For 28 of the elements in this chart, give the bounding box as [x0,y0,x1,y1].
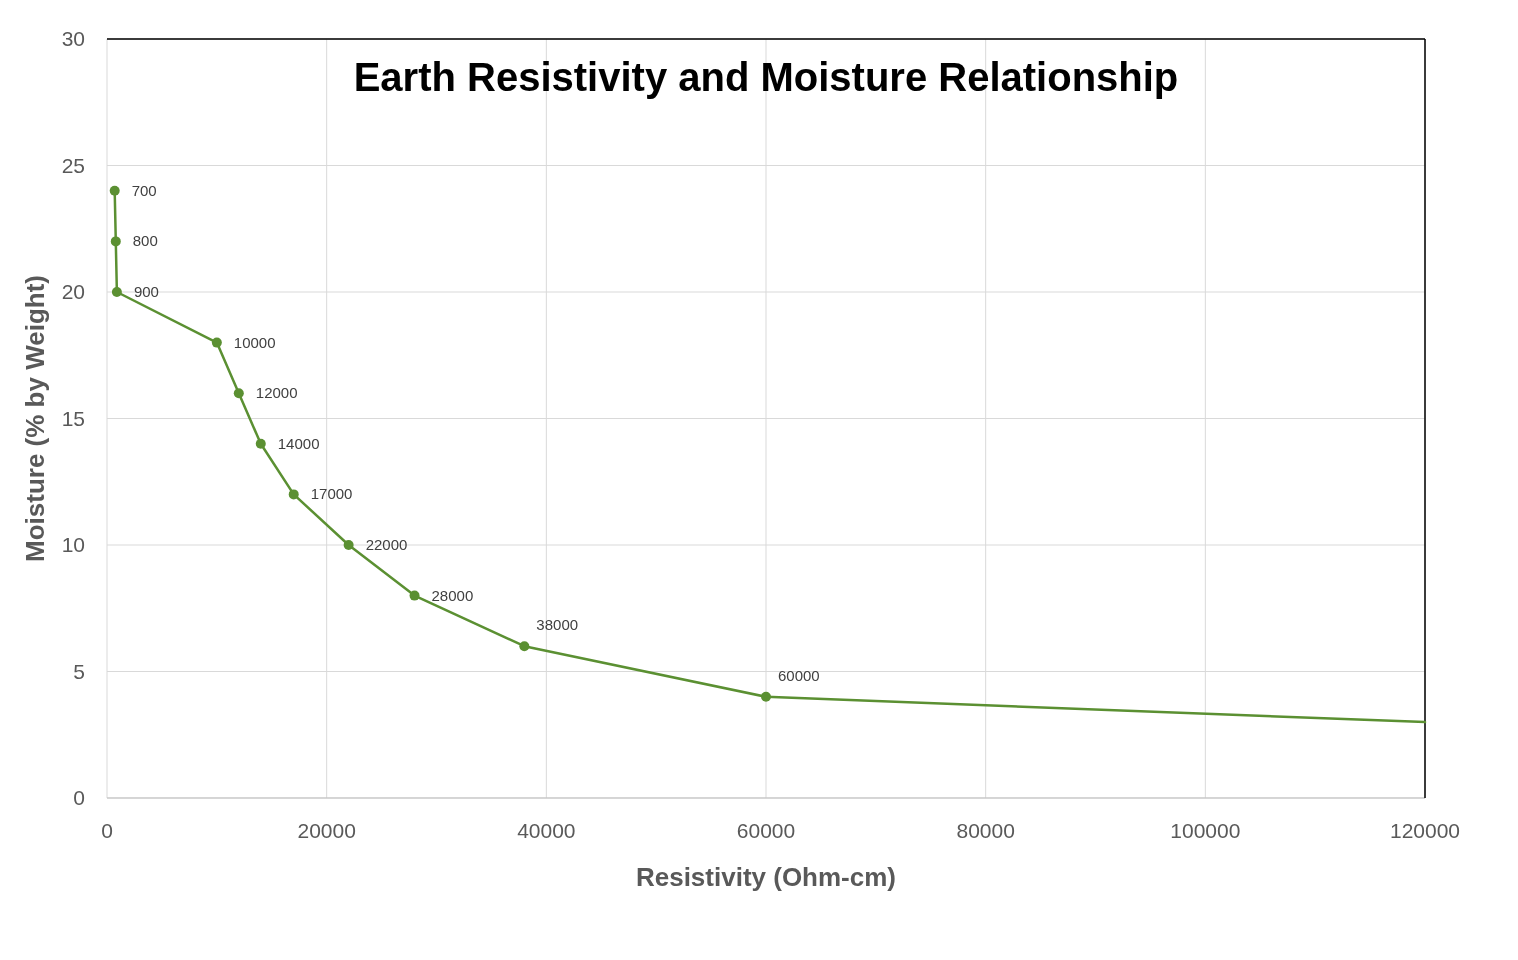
annotation: 17000 [310,485,353,503]
annotation: 38000 [536,616,579,634]
x-tick-label: 40000 [517,819,576,842]
chart-title: Earth Resistivity and Moisture Relationship [353,55,1179,99]
annotation: 900 [133,283,159,300]
annotation: 14000 [277,434,320,452]
annotation: 28000 [431,586,474,604]
x-tick-label: 20000 [297,819,356,842]
y-tick-label: 0 [73,786,85,810]
x-tick-label: 120000 [1389,819,1461,842]
x-axis-title: Resistivity (Ohm-cm) [635,862,897,892]
x-tick-label: 80000 [956,819,1015,842]
y-tick-label: 30 [61,27,85,51]
x-tick-label: 60000 [736,819,796,842]
y-tick-label: 25 [61,153,85,177]
x-tick-label: 100000 [1170,819,1241,842]
y-tick-label: 20 [61,280,85,304]
y-tick-label: 15 [61,406,85,430]
annotation: 800 [132,232,158,250]
x-tick-label: 0 [101,819,113,842]
annotation: 60000 [778,666,820,684]
y-axis-title: Moisture (% by Weight) [20,275,50,562]
y-tick-label: 10 [61,533,85,557]
y-tick-label: 5 [73,659,85,683]
annotation: 12000 [255,384,298,402]
annotation: 700 [131,181,157,199]
annotation: 22000 [365,536,408,553]
annotation: 10000 [233,333,276,351]
